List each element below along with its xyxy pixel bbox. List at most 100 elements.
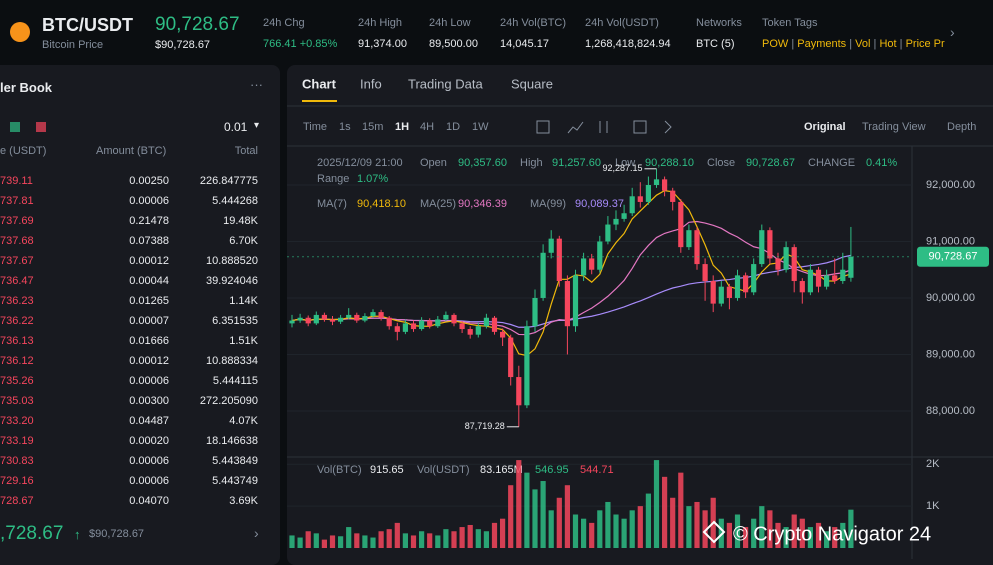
stat-value: 14,045.17 <box>500 38 549 50</box>
ask-price[interactable]: 728.67 <box>0 495 34 507</box>
volume-bar <box>435 535 441 548</box>
candle-body <box>710 281 716 304</box>
price: 90,728.67 <box>155 14 240 35</box>
next[interactable]: › <box>254 525 259 541</box>
view[interactable]: Original <box>804 121 846 133</box>
volume-bar <box>346 527 352 548</box>
ask-price[interactable]: 739.11 <box>0 175 33 187</box>
candle-body <box>548 238 554 253</box>
info-value: 90,288.10 <box>645 157 694 169</box>
ask-price[interactable]: 736.23 <box>0 295 34 307</box>
ask-price[interactable]: 729.16 <box>0 475 34 487</box>
tool-icon[interactable] <box>664 120 672 134</box>
ask-total: 6.351535 <box>212 315 258 327</box>
view[interactable]: Depth <box>947 121 976 133</box>
col-header: Amount (BTC) <box>96 145 167 157</box>
tool-icon[interactable] <box>599 121 608 133</box>
tag[interactable]: Vol <box>855 38 871 50</box>
info-value: 91,257.60 <box>552 157 601 169</box>
volume-bar <box>702 510 708 548</box>
volume-bar <box>767 510 773 548</box>
volume-bar <box>581 518 587 548</box>
ask-price[interactable]: 735.26 <box>0 375 34 387</box>
tag[interactable]: Price Pr <box>905 38 945 50</box>
ask-total: 4.07K <box>229 415 258 427</box>
volume-bar <box>743 527 749 548</box>
ask-price[interactable]: 735.03 <box>0 395 34 407</box>
tag[interactable]: Payments <box>797 38 847 50</box>
stat-value: 89,500.00 <box>429 38 478 50</box>
interval[interactable]: 1H <box>395 121 409 133</box>
ma-line <box>291 190 852 357</box>
candle-body <box>702 264 708 282</box>
volume-bar <box>824 531 830 548</box>
info-value: 90,357.60 <box>458 157 507 169</box>
ask-price[interactable]: 737.81 <box>0 195 34 207</box>
ask-price[interactable]: 733.20 <box>0 415 34 427</box>
view-icon[interactable] <box>36 122 46 132</box>
vol-label: Vol(USDT) <box>417 464 470 476</box>
ask-price[interactable]: 736.47 <box>0 275 34 287</box>
tab[interactable]: Info <box>360 76 382 91</box>
tags-label: Token Tags <box>762 17 818 29</box>
interval[interactable]: Time <box>303 121 327 133</box>
info-value: 1.07% <box>357 173 388 185</box>
tag[interactable]: Hot <box>879 38 897 50</box>
tool-icon[interactable] <box>536 120 550 134</box>
vol-tick-label: 2K <box>926 458 940 470</box>
interval[interactable]: 1s <box>339 121 351 133</box>
volume-bar <box>759 506 765 548</box>
ask-total: 6.70K <box>229 235 258 247</box>
pair[interactable]: BTC/USDT <box>42 15 133 35</box>
ask-price[interactable]: 736.12 <box>0 355 34 367</box>
col-header: e (USDT) <box>0 145 47 157</box>
volume-bar <box>508 485 514 548</box>
candle-body <box>321 314 327 320</box>
interval[interactable]: 1D <box>446 121 460 133</box>
volume-bar <box>678 472 684 548</box>
ask-total: 5.444115 <box>212 375 258 387</box>
ask-price[interactable]: 730.83 <box>0 455 34 467</box>
ask-price[interactable]: 737.67 <box>0 255 34 267</box>
last-price: ,728.67 <box>0 523 64 544</box>
view-icon[interactable] <box>10 122 20 132</box>
tab[interactable]: Chart <box>302 76 337 91</box>
candle-body <box>354 314 360 321</box>
volume-bar <box>524 472 530 548</box>
interval[interactable]: 15m <box>362 121 383 133</box>
tool-icon[interactable] <box>633 120 647 134</box>
candle-body <box>734 275 741 298</box>
view[interactable]: Trading View <box>862 121 926 133</box>
volume-bar <box>394 522 400 548</box>
ask-price[interactable]: 737.69 <box>0 215 34 227</box>
ask-total: 1.14K <box>229 295 258 307</box>
ask-price[interactable]: 736.22 <box>0 315 34 327</box>
ask-total: 1.51K <box>229 335 258 347</box>
tab[interactable]: Square <box>511 76 553 91</box>
more[interactable]: ··· <box>250 77 263 92</box>
ask-total: 226.847775 <box>199 175 258 187</box>
candle-body <box>508 337 514 378</box>
volume-bar <box>540 481 546 548</box>
interval[interactable]: 4H <box>420 121 434 133</box>
candle-body <box>410 323 417 330</box>
y-tick-label: 89,000.00 <box>926 348 975 360</box>
precision[interactable]: 0.01 <box>224 120 248 134</box>
subtitle[interactable]: Bitcoin Price <box>42 39 104 51</box>
watermark: © Crypto Navigator 24 <box>733 523 931 545</box>
next-arrow[interactable]: › <box>950 24 955 40</box>
ask-price[interactable]: 736.13 <box>0 335 34 347</box>
chart-panel <box>287 65 993 565</box>
ask-price[interactable]: 733.19 <box>0 435 34 447</box>
candle-body <box>775 258 781 270</box>
candle-body <box>824 275 830 287</box>
volume-bar <box>410 535 417 548</box>
volume-bar <box>807 527 813 548</box>
tag[interactable]: POW <box>762 38 789 50</box>
candle-body <box>653 179 660 185</box>
interval[interactable]: 1W <box>472 121 489 133</box>
tool-icon[interactable] <box>567 121 584 134</box>
tab[interactable]: Trading Data <box>408 76 483 91</box>
ask-price[interactable]: 737.68 <box>0 235 34 247</box>
